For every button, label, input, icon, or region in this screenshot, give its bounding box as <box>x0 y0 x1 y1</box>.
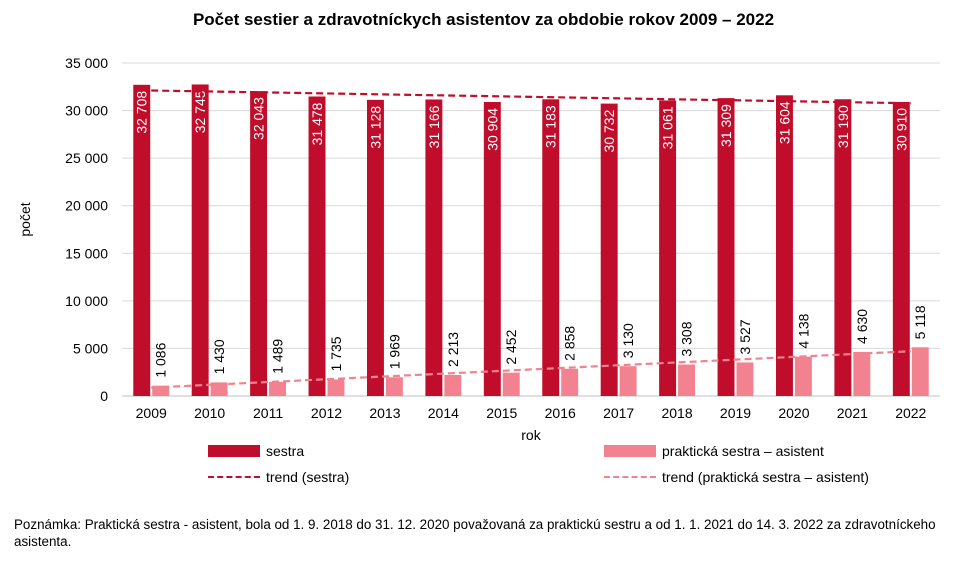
bar-asistent <box>911 347 929 396</box>
trendline-asistent <box>151 350 911 389</box>
data-label-sestra: 31 604 <box>776 101 792 144</box>
bar-asistent <box>444 374 462 396</box>
y-tick-label: 15 000 <box>65 245 108 261</box>
data-label-asistent: 2 452 <box>503 329 519 364</box>
data-label-asistent: 4 630 <box>854 309 870 344</box>
x-tick-label: 2020 <box>778 405 809 421</box>
data-label-sestra: 31 128 <box>367 106 383 149</box>
data-label-asistent: 1 430 <box>211 339 227 374</box>
y-tick-label: 20 000 <box>65 198 108 214</box>
legend-label-trend-asistent: trend (praktická sestra – asistent) <box>662 469 869 485</box>
bar-asistent <box>561 368 579 396</box>
data-label-sestra: 30 904 <box>484 108 500 151</box>
bar-sestra <box>600 103 618 397</box>
bar-asistent <box>853 351 871 396</box>
chart-title: Počet sestier a zdravotníckych asistento… <box>192 10 775 29</box>
data-label-asistent: 5 118 <box>912 305 928 339</box>
data-label-sestra: 32 708 <box>134 91 150 134</box>
y-tick-label: 5 000 <box>73 340 108 356</box>
data-label-asistent: 1 969 <box>386 334 402 369</box>
x-tick-label: 2018 <box>661 405 692 421</box>
x-tick-label: 2011 <box>253 405 283 421</box>
bar-sestra <box>834 99 852 397</box>
bar-sestra <box>425 99 443 396</box>
legend-line-trend-sestra <box>208 476 260 478</box>
legend-label-sestra: sestra <box>266 443 305 459</box>
data-label-sestra: 31 061 <box>660 106 676 149</box>
bar-asistent <box>502 372 520 396</box>
data-label-sestra: 31 309 <box>718 104 734 147</box>
data-label-sestra: 31 183 <box>543 105 559 148</box>
data-label-asistent: 3 527 <box>737 319 753 354</box>
bar-sestra <box>542 99 560 396</box>
legend-item-asistent: praktická sestra – asistent <box>604 442 824 460</box>
x-tick-label: 2016 <box>545 405 576 421</box>
bar-asistent <box>327 379 345 396</box>
legend-item-trend-asistent: trend (praktická sestra – asistent) <box>604 468 869 486</box>
y-tick-label: 25 000 <box>65 150 108 166</box>
data-label-asistent: 1 735 <box>328 336 344 371</box>
bar-sestra <box>892 101 910 397</box>
data-label-sestra: 30 910 <box>893 108 909 151</box>
bar-asistent <box>152 385 170 396</box>
data-label-asistent: 1 086 <box>153 342 169 377</box>
legend-swatch-asistent <box>604 445 656 457</box>
bar-sestra <box>308 96 326 397</box>
footnote: Poznámka: Praktická sestra - asistent, b… <box>14 517 936 549</box>
bar-asistent <box>619 366 637 396</box>
data-label-sestra: 31 478 <box>309 102 325 145</box>
data-label-sestra: 32 745 <box>192 90 208 133</box>
bar-asistent <box>385 377 403 396</box>
legend-item-trend-sestra: trend (sestra) <box>208 468 349 486</box>
y-tick-label: 0 <box>100 388 108 404</box>
data-label-asistent: 4 138 <box>795 313 811 348</box>
data-label-asistent: 3 308 <box>679 321 695 356</box>
data-label-sestra: 32 043 <box>251 97 267 140</box>
x-tick-label: 2015 <box>486 405 517 421</box>
bar-sestra <box>133 84 151 397</box>
data-label-sestra: 31 166 <box>426 105 442 148</box>
bar-asistent <box>736 362 754 396</box>
bar-sestra <box>191 84 209 396</box>
y-tick-label: 35 000 <box>65 55 108 71</box>
bar-sestra <box>659 100 677 396</box>
legend-label-trend-sestra: trend (sestra) <box>266 469 350 485</box>
x-tick-label: 2013 <box>369 405 400 421</box>
bar-asistent <box>269 381 287 396</box>
data-label-asistent: 1 489 <box>270 339 286 374</box>
trendline-sestra <box>151 89 911 105</box>
data-label-sestra: 31 190 <box>835 105 851 148</box>
x-tick-label: 2022 <box>895 405 926 421</box>
data-label-asistent: 2 213 <box>445 332 461 367</box>
legend-item-sestra: sestra <box>208 442 304 460</box>
x-tick-label: 2014 <box>428 405 459 421</box>
bar-asistent <box>794 356 812 396</box>
bar-sestra <box>366 99 384 396</box>
legend-label-asistent: praktická sestra – asistent <box>662 443 824 459</box>
x-tick-label: 2017 <box>603 405 634 421</box>
bar-sestra <box>717 98 735 397</box>
x-tick-label: 2021 <box>837 405 868 421</box>
legend-line-trend-asistent <box>604 476 656 478</box>
x-tick-label: 2019 <box>720 405 751 421</box>
y-tick-label: 10 000 <box>65 293 108 309</box>
data-label-asistent: 2 858 <box>562 326 578 361</box>
bar-sestra <box>483 101 501 396</box>
bar-asistent <box>678 364 696 396</box>
data-label-asistent: 3 130 <box>620 323 636 358</box>
legend-swatch-sestra <box>208 445 260 457</box>
bar-sestra <box>250 91 268 397</box>
x-tick-label: 2012 <box>311 405 342 421</box>
bar-asistent <box>210 382 228 396</box>
x-tick-label: 2009 <box>136 405 167 421</box>
x-tick-label: 2010 <box>194 405 225 421</box>
bar-sestra <box>775 95 793 396</box>
y-tick-label: 30 000 <box>65 103 108 119</box>
x-axis-title: rok <box>521 427 541 443</box>
y-axis-title: počet <box>17 202 33 236</box>
data-label-sestra: 30 732 <box>601 109 617 152</box>
